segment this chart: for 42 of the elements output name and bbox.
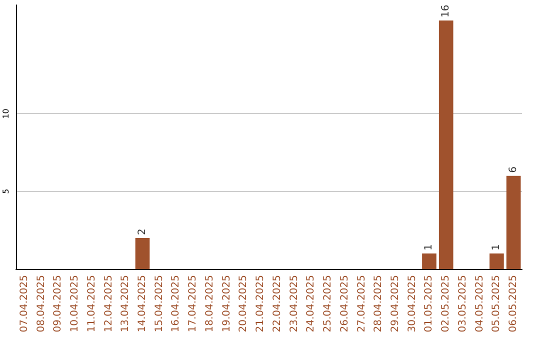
x-tick-label: 30.04.2025 (406, 275, 418, 332)
x-tick-label: 25.04.2025 (322, 275, 334, 332)
data-label: 1 (424, 244, 435, 250)
data-label: 1 (491, 244, 502, 250)
x-tick-label: 29.04.2025 (390, 275, 401, 332)
bar (506, 176, 521, 269)
x-tick-label: 23.04.2025 (288, 275, 300, 332)
x-tick-label: 16.04.2025 (170, 275, 182, 332)
bar (135, 238, 150, 269)
bar (422, 253, 436, 269)
x-tick-label: 03.05.2025 (457, 275, 468, 332)
x-tick-label: 12.04.2025 (103, 275, 114, 332)
x-tick-label: 07.04.2025 (18, 275, 30, 332)
x-tick-label: 04.05.2025 (474, 275, 486, 332)
x-tick-label: 05.05.2025 (491, 275, 502, 332)
x-tick-label: 13.04.2025 (120, 275, 132, 332)
x-tick-label: 24.04.2025 (306, 275, 317, 332)
x-tick-label: 11.04.2025 (86, 275, 98, 332)
x-tick-label: 19.04.2025 (221, 275, 232, 332)
x-tick-label: 21.04.2025 (255, 275, 266, 332)
x-tick-label: 27.04.2025 (356, 275, 368, 332)
y-tick-label: 5 (2, 188, 10, 194)
x-tick-label: 20.04.2025 (238, 275, 250, 332)
x-tick-label: 22.04.2025 (272, 275, 283, 332)
x-tick-label: 01.05.2025 (424, 275, 435, 332)
bar (438, 20, 454, 269)
data-label: 16 (440, 4, 452, 18)
x-tick-label: 15.04.2025 (154, 275, 165, 332)
x-tick-label: 17.04.2025 (188, 275, 199, 332)
bar (490, 253, 504, 269)
x-tick-label: 10.04.2025 (70, 275, 81, 332)
x-tick-label: 26.04.2025 (339, 275, 350, 332)
x-tick-label: 02.05.2025 (440, 275, 452, 332)
y-tick-label: 10 (2, 108, 10, 119)
x-tick-label: 28.04.2025 (373, 275, 384, 332)
data-label: 2 (137, 228, 148, 235)
x-tick-label: 14.04.2025 (137, 275, 148, 332)
x-tick-label: 08.04.2025 (36, 275, 47, 332)
x-tick-label: 18.04.2025 (204, 275, 216, 332)
x-tick-label: 06.05.2025 (508, 275, 520, 332)
data-label: 6 (508, 166, 520, 173)
x-tick-label: 09.04.2025 (52, 275, 64, 332)
